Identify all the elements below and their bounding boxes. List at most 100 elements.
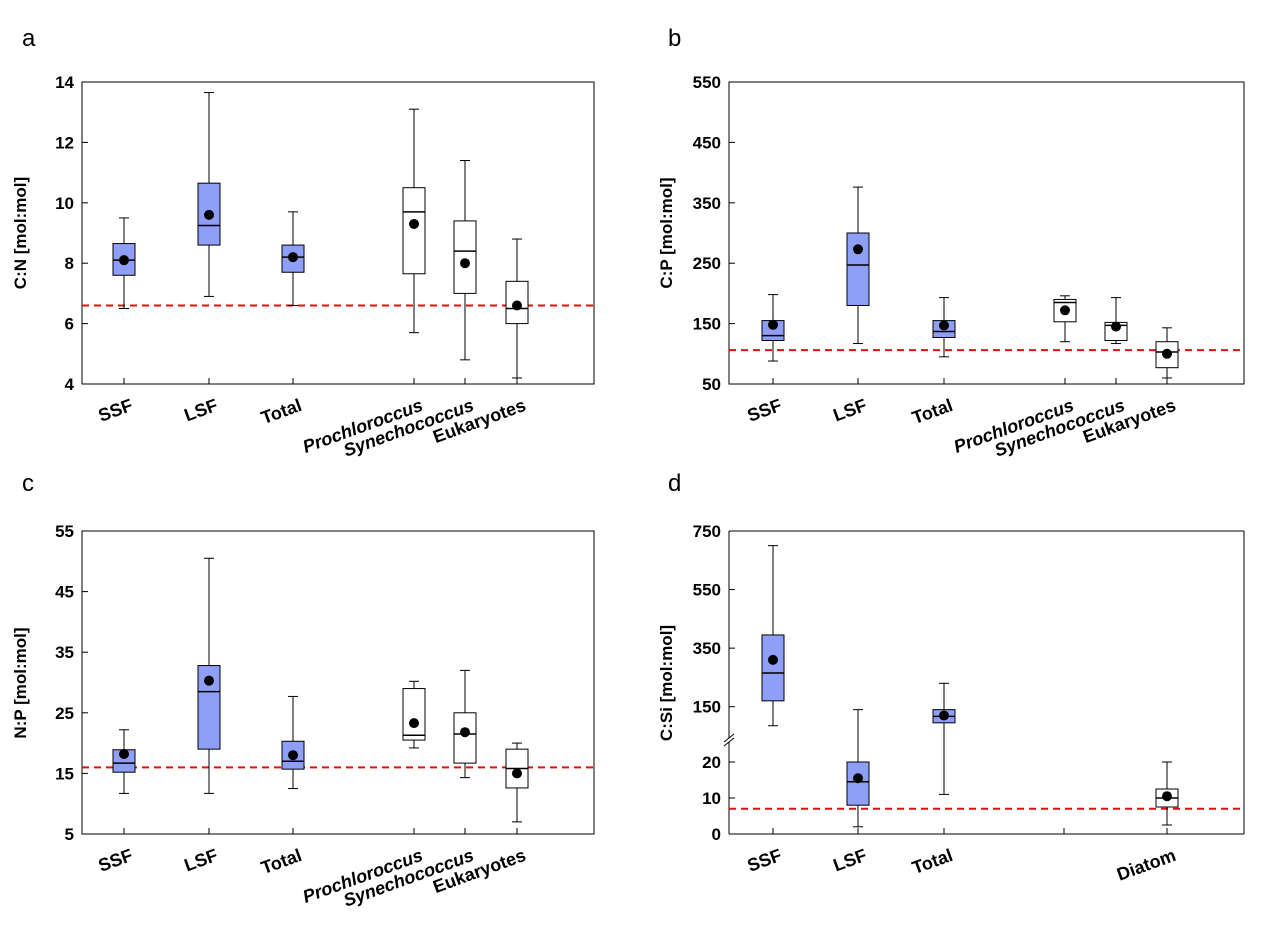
box-iqr bbox=[197, 665, 221, 750]
plot-frame-a bbox=[81, 81, 595, 385]
y-tick-label: 12 bbox=[55, 133, 74, 152]
box-eukaryotes bbox=[1155, 327, 1179, 379]
y-tick-label: 10 bbox=[702, 789, 721, 808]
y-tick-label: 6 bbox=[65, 315, 74, 334]
y-tick-label: 350 bbox=[693, 639, 721, 658]
mean-marker bbox=[1162, 791, 1172, 802]
x-category-label: Total bbox=[258, 845, 304, 878]
plot-frame-c bbox=[81, 530, 595, 835]
mean-marker bbox=[460, 258, 470, 269]
mean-marker bbox=[204, 675, 214, 686]
mean-marker bbox=[460, 727, 470, 738]
box-prochloroccus bbox=[1053, 295, 1077, 343]
y-axis-label-b: C:P [mol:mol] bbox=[657, 177, 676, 288]
y-tick-label: 4 bbox=[65, 375, 75, 394]
mean-marker bbox=[512, 768, 522, 779]
mean-marker bbox=[119, 255, 129, 266]
axis-break-mark bbox=[723, 737, 735, 747]
mean-marker bbox=[409, 218, 419, 229]
y-tick-label: 15 bbox=[55, 764, 74, 783]
y-tick-label: 50 bbox=[702, 375, 721, 394]
y-axis-label-a: C:N [mol:mol] bbox=[11, 177, 30, 289]
x-category-label: LSF bbox=[831, 845, 870, 875]
box-iqr bbox=[453, 712, 477, 764]
box-lsf bbox=[197, 557, 221, 794]
panel-letter-b: b bbox=[668, 25, 681, 52]
box-total bbox=[932, 682, 956, 795]
mean-marker bbox=[768, 319, 778, 330]
mean-marker bbox=[512, 300, 522, 311]
y-tick-label: 8 bbox=[65, 254, 74, 273]
box-iqr bbox=[453, 220, 477, 294]
box-prochloroccus bbox=[402, 680, 426, 749]
mean-marker bbox=[768, 654, 778, 665]
panel-d: 0 10 20 150 350 550 750 SSF LSF Total Diatom bbox=[693, 522, 1245, 885]
mean-marker bbox=[1162, 348, 1172, 359]
box-total bbox=[281, 211, 305, 306]
y-tick-label: 450 bbox=[693, 133, 721, 152]
box-ssf bbox=[112, 729, 136, 794]
mean-marker bbox=[119, 749, 129, 760]
box-total bbox=[932, 297, 956, 358]
box-iqr bbox=[761, 634, 785, 702]
x-category-label: LSF bbox=[182, 395, 221, 425]
y-tick-label: 25 bbox=[55, 704, 74, 723]
plot-frame-b bbox=[728, 81, 1245, 385]
box-synechococcus bbox=[1104, 297, 1128, 345]
y-tick-label: 150 bbox=[693, 698, 721, 717]
y-tick-label: 20 bbox=[702, 753, 721, 772]
mean-marker bbox=[409, 718, 419, 729]
y-tick-label: 45 bbox=[55, 583, 74, 602]
box-iqr bbox=[402, 688, 426, 741]
y-tick-label: 150 bbox=[693, 315, 721, 334]
panel-letter-a: a bbox=[22, 25, 36, 52]
mean-marker bbox=[1111, 321, 1121, 332]
mean-marker bbox=[204, 209, 214, 220]
y-tick-label: 55 bbox=[55, 522, 74, 541]
x-category-label: LSF bbox=[182, 845, 221, 875]
x-category-label: SSF bbox=[96, 845, 136, 876]
y-tick-label: 14 bbox=[55, 73, 74, 92]
axis-break-mark bbox=[723, 733, 735, 743]
box-synechococcus bbox=[453, 669, 477, 779]
x-category-label: LSF bbox=[831, 395, 870, 425]
mean-marker bbox=[853, 773, 863, 784]
y-tick-label: 0 bbox=[712, 825, 721, 844]
box-lsf bbox=[197, 92, 221, 297]
x-category-label: SSF bbox=[745, 845, 785, 876]
box-diatom bbox=[1155, 761, 1179, 826]
panel-letter-c: c bbox=[22, 470, 34, 497]
mean-marker bbox=[288, 750, 298, 761]
mean-marker bbox=[1060, 305, 1070, 316]
x-category-label: SSF bbox=[745, 395, 785, 426]
y-axis-label-d: C:Si [mol:mol] bbox=[657, 625, 676, 741]
box-iqr bbox=[402, 187, 426, 275]
box-lsf bbox=[846, 186, 870, 345]
panel-letter-d: d bbox=[668, 470, 681, 497]
box-iqr bbox=[846, 232, 870, 306]
box-ssf bbox=[112, 217, 136, 309]
y-axis-label-c: N:P [mol:mol] bbox=[11, 627, 30, 738]
box-eukaryotes bbox=[505, 238, 529, 379]
mean-marker bbox=[288, 252, 298, 263]
y-tick-label: 250 bbox=[693, 254, 721, 273]
box-synechococcus bbox=[453, 160, 477, 361]
box-eukaryotes bbox=[505, 742, 529, 823]
box-ssf bbox=[761, 545, 785, 727]
mean-marker bbox=[853, 244, 863, 255]
box-total bbox=[281, 695, 305, 790]
x-category-label: Total bbox=[909, 395, 955, 428]
mean-marker bbox=[939, 320, 949, 331]
y-tick-label: 5 bbox=[65, 825, 74, 844]
x-category-label: Total bbox=[258, 395, 304, 428]
y-tick-label: 35 bbox=[55, 643, 74, 662]
box-ssf bbox=[761, 294, 785, 362]
x-category-label: SSF bbox=[96, 395, 136, 426]
box-prochloroccus bbox=[402, 108, 426, 334]
y-tick-label: 350 bbox=[693, 194, 721, 213]
mean-marker bbox=[939, 710, 949, 721]
